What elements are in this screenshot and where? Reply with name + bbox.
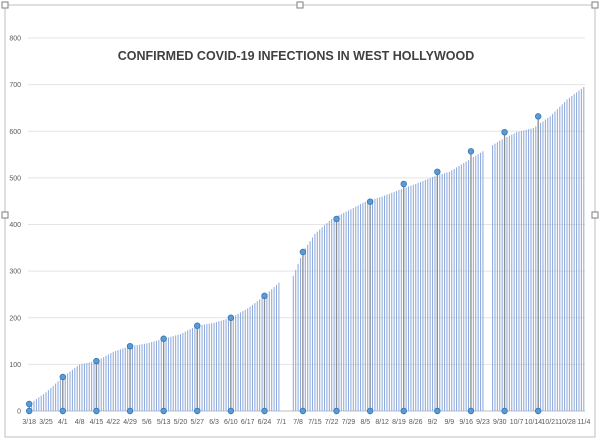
marker-point [261,292,268,300]
x-tick-label: 4/1 [58,419,68,426]
x-tick-label: 7/15 [308,419,322,426]
x-tick-label: 9/16 [459,419,473,426]
x-tick-label: 7/29 [342,419,356,426]
marker-base-point [534,407,542,415]
marker-point [333,215,340,223]
x-tick-label: 9/30 [493,419,507,426]
resize-handle-top-left[interactable] [1,1,9,9]
x-tick-label: 11/4 [577,419,590,426]
marker-base-point [126,407,134,415]
marker-point [534,113,542,120]
resize-handle-top-right[interactable] [591,1,599,9]
x-tick-label: 10/14 [525,419,543,426]
marker-point [501,128,508,136]
y-tick-label: 800 [9,36,21,43]
marker-base-point [93,407,100,415]
x-tick-label: 8/5 [360,419,370,426]
marker-point [227,314,235,321]
y-tick-label: 700 [9,82,21,89]
x-tick-label: 6/3 [209,419,219,426]
x-tick-label: 5/20 [174,419,188,426]
marker-point [26,400,33,408]
x-tick-label: 7/1 [276,419,286,426]
resize-handle-top-center[interactable] [296,1,304,9]
x-tick-label: 8/12 [375,419,389,426]
x-tick-label: 9/9 [444,419,454,426]
marker-base-point [400,407,407,415]
x-tick-label: 4/29 [123,419,137,426]
marker-base-point [299,407,307,415]
resize-handle-middle-left[interactable] [1,211,9,219]
marker-point [93,357,100,365]
marker-point [467,148,475,155]
y-tick-label: 300 [9,269,21,276]
marker-point [194,322,201,329]
marker-base-point [59,407,67,415]
marker-base-point [160,407,167,415]
resize-handle-middle-right[interactable] [591,211,599,219]
marker-point [126,342,134,350]
marker-point [160,335,167,342]
marker-base-point [194,407,201,415]
selection-handles[interactable] [1,1,599,219]
x-tick-label: 10/21 [541,419,559,426]
marker-base-point [333,407,340,415]
x-tick-label: 10/7 [510,419,524,426]
marker-points [26,113,542,415]
x-tick-label: 5/13 [157,419,171,426]
x-tick-label: 6/17 [241,419,255,426]
marker-base-point [366,407,374,415]
marker-point [434,168,441,176]
x-tick-label: 7/22 [325,419,339,426]
x-tick-label: 4/15 [90,419,104,426]
y-tick-label: 0 [17,409,21,416]
marker-point [59,373,67,381]
y-tick-label: 600 [9,129,21,136]
x-axis-ticks: 3/18 3/25 4/1 4/8 4/15 4/22 4/29 5/6 5/13 5/20 5/2… [22,419,590,426]
x-tick-label: 6/24 [258,419,272,426]
x-tick-label: 4/22 [106,419,120,426]
marker-base-point [261,407,268,415]
x-tick-label: 8/19 [392,419,406,426]
chart-title: CONFIRMED COVID-19 INFECTIONS IN WEST HO… [118,49,475,63]
x-tick-label: 9/23 [476,419,490,426]
marker-point [299,248,307,256]
x-tick-label: 6/10 [224,419,238,426]
marker-lines [28,116,539,411]
x-tick-label: 3/18 [22,419,36,426]
marker-base-point [227,407,235,415]
x-tick-label: 3/25 [39,419,53,426]
x-tick-label: 9/2 [428,419,438,426]
marker-base-point [26,407,33,415]
marker-base-point [467,407,475,415]
x-tick-label: 10/28 [558,419,576,426]
marker-base-point [501,407,508,415]
x-tick-label: 7/8 [293,419,303,426]
marker-point [400,180,407,188]
x-tick-label: 5/27 [190,419,204,426]
x-tick-label: 4/8 [75,419,85,426]
marker-base-point [434,407,441,415]
y-tick-label: 100 [9,362,21,369]
y-tick-label: 500 [9,175,21,182]
x-tick-label: 8/26 [409,419,423,426]
marker-point [366,198,374,205]
y-axis-ticks: 0 100 200 300 400 500 600 700 800 [9,36,21,416]
y-tick-label: 200 [9,315,21,322]
x-tick-label: 5/6 [142,419,152,426]
y-tick-label: 400 [9,222,21,229]
